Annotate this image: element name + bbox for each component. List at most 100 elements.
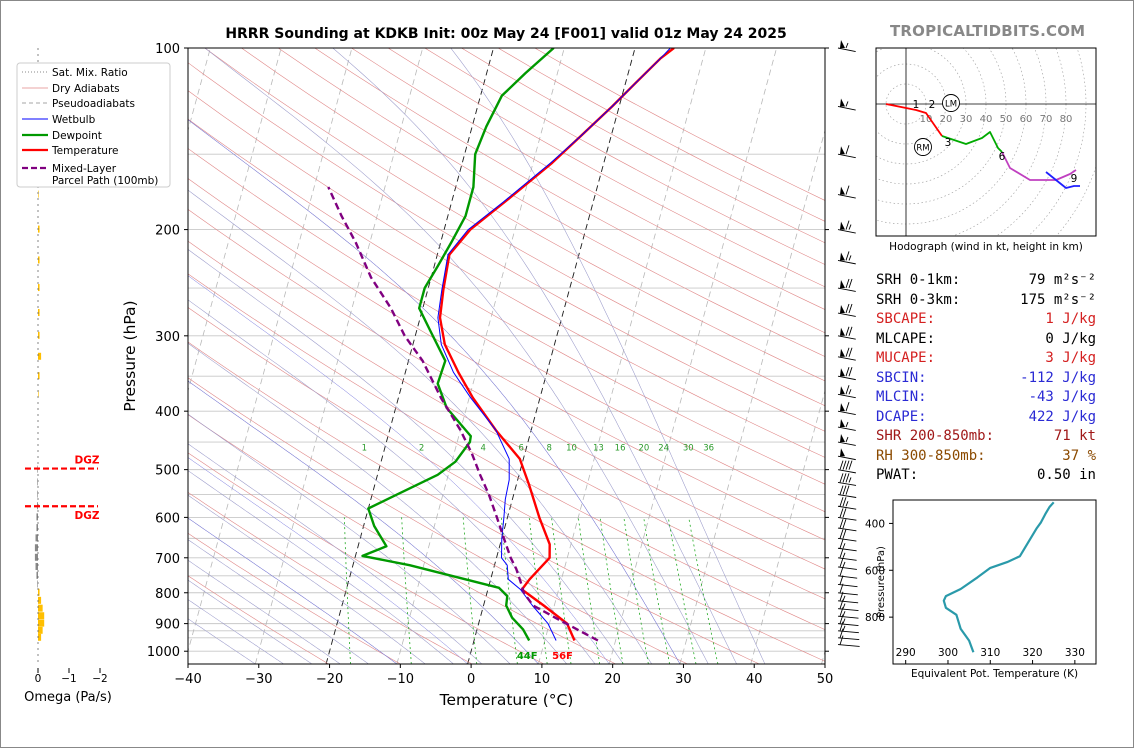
barb-full [839, 485, 844, 495]
omega-bar [35, 562, 38, 570]
hodograph-segment [1001, 151, 1077, 181]
barb-half [845, 42, 849, 49]
wind-barb [837, 185, 856, 199]
wind-barb [837, 448, 856, 461]
legend-label: Dry Adiabats [52, 83, 120, 95]
barb-full [842, 497, 847, 507]
barb-staff [837, 516, 857, 521]
theta-e-x-tick-label: 290 [896, 647, 916, 659]
barb-full [839, 557, 844, 568]
omega-tick-label: −2 [92, 673, 107, 685]
barb-staff [837, 260, 856, 265]
param-value: 3 J/kg [1045, 350, 1096, 366]
barb-full [839, 497, 844, 507]
dry-adiabat [188, 575, 329, 664]
omega-bar [38, 352, 42, 360]
param-value: 1 J/kg [1045, 311, 1096, 327]
barb-staff [837, 335, 856, 340]
barb-full [845, 303, 850, 314]
right-mover-marker [914, 138, 932, 156]
legend-label: Pseudoadiabats [52, 98, 135, 110]
barb-half [845, 101, 849, 107]
moist-adiabat [188, 599, 284, 664]
omega-bar [36, 571, 38, 579]
wind-barb [837, 251, 856, 265]
theta-e-line [942, 501, 1055, 653]
x-tick-label: 10 [534, 672, 551, 687]
barb-pennant [840, 386, 845, 395]
barb-full [839, 518, 844, 529]
barb-full [845, 326, 850, 336]
param-name: DCAPE: [876, 408, 927, 425]
barb-pennant [840, 448, 845, 457]
barb-half [842, 543, 846, 549]
barb-full [839, 460, 844, 470]
wind-barb [837, 635, 860, 647]
param-value: 175 m²s⁻² [1020, 291, 1096, 308]
theta-e-x-tick-label: 310 [980, 647, 1000, 659]
legend-label: Mixed-Layer [52, 163, 117, 175]
dry-adiabat [188, 178, 825, 541]
mixing-ratio-line [667, 517, 697, 664]
hodograph-ring-label: 40 [980, 114, 993, 125]
wind-barbs [837, 40, 860, 647]
dry-adiabat [314, 48, 825, 334]
barb-staff [837, 600, 859, 604]
y-tick-label: 300 [155, 330, 180, 345]
barb-full [848, 278, 853, 289]
omega-bar [38, 256, 40, 264]
mixing-ratio-line [688, 517, 719, 664]
barb-full [845, 485, 850, 495]
barb-staff [837, 608, 859, 612]
param-row: DCAPE: 422 J/kg [876, 408, 1096, 428]
barb-full [839, 607, 844, 617]
mixing-ratio-line [500, 517, 518, 664]
barb-half [842, 603, 846, 609]
barb-pennant [840, 327, 845, 336]
barb-full [839, 566, 844, 576]
dry-adiabat [188, 209, 825, 570]
param-row: MLCAPE: 0 J/kg [876, 330, 1096, 350]
left-mover-marker [942, 94, 960, 112]
theta-e-x-tick-label: 320 [1023, 647, 1043, 659]
legend-box [16, 62, 171, 188]
barb-half [842, 618, 846, 624]
theta-e-x-tick-label: 330 [1065, 647, 1085, 659]
dgz-bottom-label: DGZ [75, 510, 100, 522]
param-row: SHR 200-850mb: 71 kt [876, 427, 1096, 447]
x-tick-label: 50 [817, 672, 834, 687]
key-isotherm-line [467, 48, 636, 664]
param-value: -43 J/kg [1028, 389, 1096, 405]
legend-label: Dewpoint [52, 130, 102, 142]
barb-staff [837, 312, 856, 317]
wind-barb [837, 529, 857, 542]
dry-adiabat [204, 48, 825, 407]
mixing-ratio-line [578, 517, 601, 664]
wind-barb [837, 575, 858, 588]
legend-label: Wetbulb [52, 114, 96, 126]
hodograph-frame [875, 47, 1097, 237]
moist-adiabat [188, 494, 426, 664]
wind-barb [837, 621, 859, 634]
barb-half [842, 611, 846, 617]
barb-full [839, 583, 844, 593]
surface-temp-label: 56F [552, 651, 573, 662]
wind-barb [837, 508, 857, 521]
barb-full [842, 518, 847, 529]
barb-staff [837, 644, 860, 647]
wind-barb [837, 557, 857, 570]
legend-label-2: Parcel Path (100mb) [52, 175, 158, 187]
omega-bar [38, 190, 39, 198]
barb-staff [837, 287, 856, 292]
barb-staff [837, 557, 857, 561]
barb-pennant [840, 221, 845, 230]
barb-full [845, 367, 850, 377]
mixing-ratio-line [643, 517, 670, 664]
hodograph-ring-label: 70 [1040, 114, 1053, 125]
x-tick-label: −20 [316, 672, 343, 687]
barb-staff [837, 441, 856, 446]
dry-adiabat [351, 48, 825, 310]
barb-staff [837, 426, 856, 431]
x-tick-label: 20 [604, 672, 621, 687]
x-tick-label: 30 [675, 672, 692, 687]
